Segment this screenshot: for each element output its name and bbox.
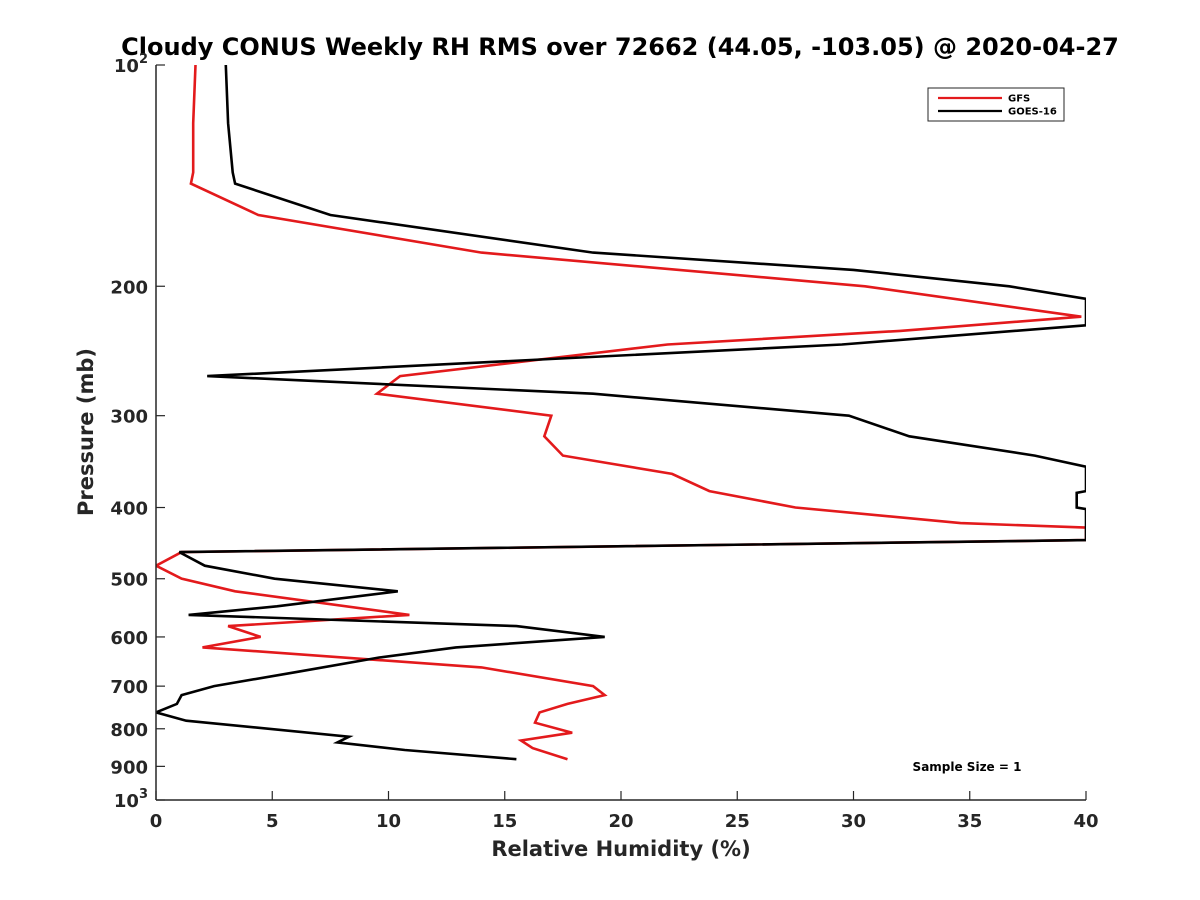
y-tick-label: 300 (110, 407, 148, 428)
legend-box (927, 87, 1065, 122)
x-tick-label: 15 (492, 811, 517, 832)
x-axis-label: Relative Humidity (%) (491, 837, 750, 861)
y-ticks: 102 200 300 400 500 600 700 800 900 103 (110, 52, 165, 812)
y-tick-label: 102 (114, 52, 148, 77)
y-tick-label: 800 (110, 720, 148, 741)
x-tick-label: 40 (1073, 811, 1098, 832)
y-tick-label: 700 (110, 677, 148, 698)
y-tick-label: 500 (110, 570, 148, 591)
legend: GFS GOES-16 (927, 87, 1065, 122)
x-ticks: 0 5 10 15 20 25 30 35 40 (150, 791, 1099, 832)
x-tick-label: 35 (957, 811, 982, 832)
x-tick-label: 20 (608, 811, 633, 832)
series-line-goes-16 (156, 65, 1086, 761)
x-tick-label: 30 (841, 811, 866, 832)
x-tick-label: 5 (266, 811, 279, 832)
series-layer (156, 65, 1086, 761)
y-tick-label: 103 (114, 787, 148, 812)
y-tick-label: 900 (110, 757, 148, 778)
y-tick-label: 400 (110, 499, 148, 520)
plot-area (156, 65, 1086, 800)
y-tick-label: 600 (110, 628, 148, 649)
y-tick-label: 200 (110, 277, 148, 298)
chart-title: Cloudy CONUS Weekly RH RMS over 72662 (4… (121, 33, 1119, 61)
x-tick-label: 0 (150, 811, 163, 832)
series-line-gfs (156, 65, 1086, 761)
legend-entry-goes-16: GOES-16 (1008, 107, 1057, 118)
legend-entry-gfs: GFS (1008, 94, 1030, 105)
x-tick-label: 10 (376, 811, 401, 832)
x-tick-label: 25 (725, 811, 750, 832)
y-axis-label: Pressure (mb) (74, 348, 98, 516)
sample-size-annotation: Sample Size = 1 (913, 760, 1022, 774)
